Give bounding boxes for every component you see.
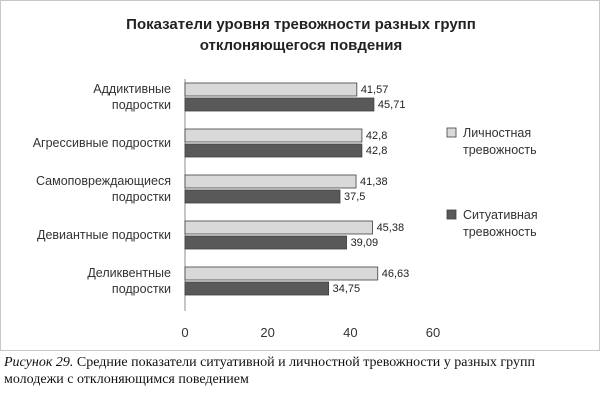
- bar-personal-anxiety: [184, 82, 358, 97]
- category-label: Аддиктивные: [93, 82, 171, 96]
- legend-label: тревожность: [463, 143, 537, 157]
- x-tick-label: 0: [181, 325, 188, 340]
- category-labels: Аддиктивные подростки Агрессивные подростк…: [33, 82, 171, 296]
- bar-situational-anxiety: [184, 189, 341, 204]
- chart-frame: Показатели уровня тревожности разных гру…: [0, 0, 600, 351]
- category-label: Девиантные подростки: [37, 228, 171, 242]
- data-labels: 41,57 45,71 42,8 42,8 41,38 37,5 45,38 39,09 46,…: [333, 84, 410, 295]
- bar-situational-anxiety: [184, 235, 347, 250]
- bar-situational-anxiety: [184, 97, 375, 112]
- bar-chart: Показатели уровня тревожности разных гру…: [33, 16, 538, 340]
- chart-title: Показатели уровня тревожности разных гру…: [126, 16, 476, 54]
- category-label: Деликвентные: [87, 266, 171, 280]
- data-label: 41,57: [361, 84, 389, 96]
- category-label: подростки: [112, 98, 171, 112]
- category-label: подростки: [112, 190, 171, 204]
- chart-title-line: отклоняющегося повдения: [200, 37, 403, 54]
- x-tick-label: 20: [260, 325, 274, 340]
- x-tick-label: 60: [426, 325, 440, 340]
- x-tick-label: 40: [343, 325, 357, 340]
- legend-label: тревожность: [463, 225, 537, 239]
- bar-personal-anxiety: [184, 128, 363, 143]
- data-label: 42,8: [366, 130, 387, 142]
- chart-title-line: Показатели уровня тревожности разных гру…: [126, 16, 476, 33]
- bar-personal-anxiety: [184, 174, 357, 189]
- legend-label: Личностная: [463, 126, 531, 140]
- data-label: 41,38: [360, 176, 388, 188]
- data-label: 46,63: [382, 268, 410, 280]
- legend: Личностная тревожность Ситуативная тревожно…: [446, 126, 538, 239]
- data-label: 37,5: [344, 191, 365, 203]
- bar-personal-anxiety: [184, 220, 373, 235]
- legend-swatch-situational: [446, 209, 457, 220]
- bars: [184, 82, 379, 296]
- x-axis: 0 20 40 60: [181, 79, 440, 340]
- data-label: 42,8: [366, 145, 387, 157]
- category-label: Агрессивные подростки: [33, 136, 171, 150]
- category-label: подростки: [112, 282, 171, 296]
- legend-label: Ситуативная: [463, 208, 538, 222]
- category-label: Самоповреждающиеся: [36, 174, 171, 188]
- legend-swatch-personal: [446, 127, 457, 138]
- figure-caption: Рисунок 29. Средние показатели ситуативн…: [4, 354, 596, 388]
- figure-label: Рисунок 29.: [4, 355, 74, 370]
- data-label: 45,71: [378, 99, 406, 111]
- bar-personal-anxiety: [184, 266, 379, 281]
- data-label: 34,75: [333, 283, 361, 295]
- bar-situational-anxiety: [184, 143, 363, 158]
- bar-situational-anxiety: [184, 281, 330, 296]
- caption-text: Средние показатели ситуативной и личност…: [4, 355, 535, 387]
- data-label: 39,09: [351, 237, 379, 249]
- data-label: 45,38: [377, 222, 405, 234]
